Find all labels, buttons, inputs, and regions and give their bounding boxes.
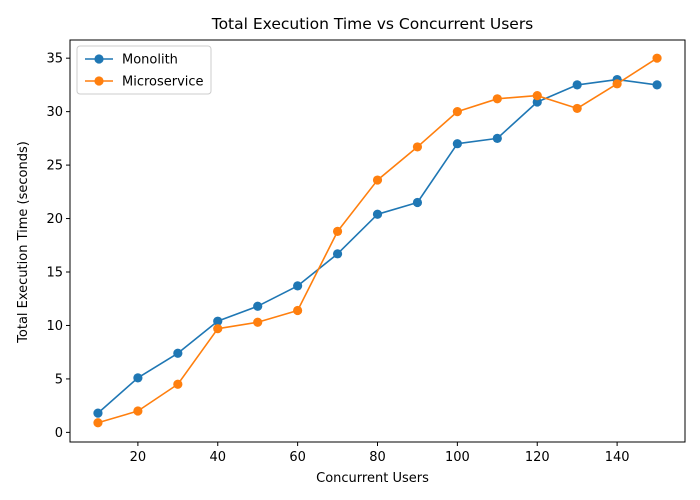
series-microservice — [93, 53, 662, 428]
data-point-monolith — [133, 373, 143, 383]
y-tick-label: 15 — [46, 266, 63, 281]
y-tick-label: 5 — [55, 372, 63, 387]
legend-marker-microservice — [94, 76, 104, 86]
y-tick-label: 0 — [55, 426, 63, 441]
data-point-microservice — [612, 79, 622, 89]
x-tick-label: 140 — [605, 450, 630, 465]
x-tick-label: 80 — [369, 450, 386, 465]
y-tick-label: 35 — [46, 52, 63, 67]
data-point-monolith — [532, 97, 542, 107]
data-point-microservice — [412, 142, 423, 152]
data-point-microservice — [452, 107, 462, 117]
data-point-microservice — [332, 226, 343, 236]
data-point-monolith — [412, 197, 423, 208]
data-point-monolith — [332, 249, 343, 259]
data-point-microservice — [93, 418, 103, 428]
data-point-monolith — [372, 209, 383, 219]
series-monolith — [93, 74, 662, 418]
data-point-monolith — [452, 139, 462, 149]
x-tick-label: 120 — [525, 450, 550, 465]
data-point-microservice — [572, 103, 582, 114]
data-point-microservice — [372, 175, 383, 185]
data-point-microservice — [173, 379, 183, 389]
x-tick-label: 40 — [209, 450, 226, 465]
data-point-monolith — [253, 301, 263, 311]
legend-entry-monolith: Monolith — [85, 53, 178, 68]
data-point-monolith — [293, 281, 303, 291]
data-point-monolith — [173, 348, 183, 358]
data-point-microservice — [253, 317, 263, 327]
x-tick-label: 20 — [130, 450, 147, 465]
data-point-monolith — [572, 80, 582, 90]
y-tick-label: 30 — [46, 105, 63, 120]
legend-label-monolith: Monolith — [122, 53, 178, 68]
data-point-microservice — [652, 53, 662, 63]
legend-entry-microservice: Microservice — [85, 75, 204, 90]
data-point-microservice — [293, 305, 303, 316]
legend: Monolith Microservice — [76, 45, 212, 95]
legend-box — [76, 45, 212, 95]
data-point-microservice — [532, 90, 542, 101]
y-tick-label: 10 — [46, 319, 63, 334]
data-point-monolith — [213, 316, 223, 326]
y-tick-label: 20 — [46, 212, 63, 227]
data-point-microservice — [213, 324, 223, 334]
data-point-monolith — [93, 408, 103, 418]
x-tick-label: 60 — [289, 450, 306, 465]
data-point-microservice — [492, 94, 502, 104]
y-tick-label: 25 — [46, 159, 63, 174]
legend-label-microservice: Microservice — [122, 75, 204, 90]
data-point-microservice — [133, 406, 143, 416]
x-axis-label: Concurrent Users — [316, 471, 429, 486]
data-point-monolith — [652, 80, 662, 90]
chart-title: Total Execution Time vs Concurrent Users — [211, 15, 534, 33]
x-tick-label: 100 — [445, 450, 470, 465]
data-point-monolith — [492, 133, 502, 143]
legend-marker-monolith — [94, 54, 104, 64]
y-axis-label: Total Execution Time (seconds) — [16, 141, 31, 344]
